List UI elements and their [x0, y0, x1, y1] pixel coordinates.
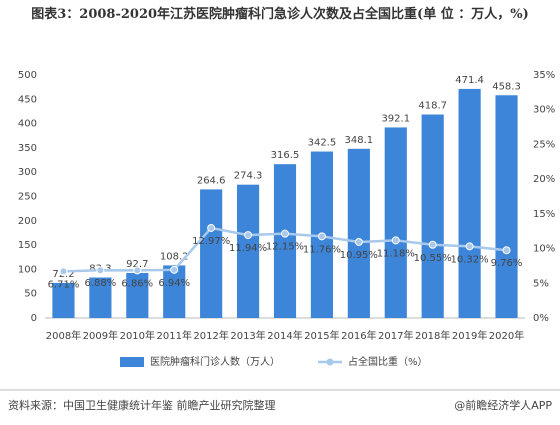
y-tick-label: 200	[18, 216, 37, 227]
source: 资料来源：中国卫生健康统计年鉴 前瞻产业研究院整理	[8, 398, 276, 412]
bar	[384, 127, 407, 319]
line-value-label: 10.55%	[414, 253, 452, 264]
line-value-label: 12.97%	[192, 236, 230, 247]
line-value-label: 6.88%	[84, 278, 116, 289]
bar-value-label: 274.3	[234, 171, 263, 182]
x-tick-label: 2008年	[46, 329, 81, 342]
line-value-label: 11.94%	[229, 243, 267, 254]
x-tick-label: 2020年	[489, 329, 524, 342]
x-tick-label: 2009年	[83, 329, 118, 342]
line-marker	[428, 240, 437, 249]
line-marker	[207, 223, 216, 232]
bar-value-label: 316.5	[271, 150, 300, 161]
bar	[458, 88, 481, 318]
bar	[421, 114, 444, 318]
y-tick-label: 400	[18, 119, 37, 130]
line-value-label: 11.76%	[303, 244, 341, 255]
line-value-label: 6.86%	[121, 278, 153, 289]
bar-value-label: 342.5	[308, 138, 337, 149]
y2-tick-label: 20%	[533, 174, 555, 185]
x-tick-label: 2014年	[267, 329, 302, 342]
legend-label: 占全国比重（%）	[348, 355, 428, 368]
line-value-label: 9.76%	[491, 258, 523, 269]
line-value-label: 12.15%	[266, 242, 304, 253]
y-tick-label: 300	[18, 167, 37, 178]
line-marker	[59, 267, 68, 276]
y-tick-label: 100	[18, 264, 37, 275]
bar	[163, 265, 186, 318]
y-tick-label: 0	[31, 313, 37, 324]
x-tick-label: 2010年	[120, 329, 155, 342]
y-tick-label: 150	[18, 240, 37, 251]
line-marker	[354, 237, 363, 246]
bar	[273, 164, 297, 318]
line-marker	[317, 232, 326, 241]
x-tick-label: 2015年	[304, 329, 339, 342]
bar-value-label: 92.7	[126, 259, 148, 270]
x-tick-label: 2018年	[415, 329, 450, 342]
y-tick-label: 500	[18, 70, 37, 81]
y2-tick-label: 25%	[533, 139, 555, 150]
bar-value-label: 418.7	[418, 101, 447, 112]
x-tick-label: 2019年	[452, 329, 487, 342]
line-marker	[281, 229, 289, 238]
line-marker	[391, 236, 400, 245]
bar-value-label: 264.6	[197, 175, 226, 186]
y2-tick-label: 35%	[533, 70, 555, 81]
bar	[52, 282, 75, 318]
y2-tick-label: 5%	[533, 278, 549, 289]
x-tick-label: 2013年	[230, 329, 265, 342]
line-value-label: 6.71%	[48, 279, 80, 290]
line-value-label: 10.32%	[451, 254, 489, 265]
bar-value-label: 108.2	[160, 251, 189, 262]
line-marker	[170, 265, 179, 274]
y2-tick-label: 10%	[533, 244, 555, 255]
legend-label: 医院肿瘤科门诊人数（万人）	[150, 355, 280, 368]
line-value-label: 11.18%	[377, 248, 415, 259]
y2-tick-label: 30%	[533, 105, 555, 116]
x-tick-label: 2011年	[157, 329, 192, 342]
bar	[89, 277, 112, 318]
line-value-label: 10.95%	[340, 250, 378, 261]
bar-value-label: 458.3	[492, 81, 521, 92]
x-tick-label: 2017年	[378, 329, 413, 342]
x-tick-label: 2016年	[341, 329, 376, 342]
line-marker	[244, 231, 253, 240]
line-value-label: 6.94%	[158, 278, 190, 289]
credit: @前瞻经济学人APP	[454, 398, 552, 412]
y-tick-label: 350	[18, 143, 37, 154]
y2-tick-label: 15%	[533, 209, 555, 220]
line-marker	[133, 266, 142, 275]
bar	[200, 189, 223, 318]
bar	[126, 272, 149, 318]
bar-value-label: 348.1	[345, 135, 374, 146]
bar-value-label: 471.4	[455, 75, 484, 86]
bar	[495, 95, 518, 318]
legend-swatch	[326, 358, 334, 366]
x-tick-label: 2012年	[193, 329, 228, 342]
bar-value-label: 392.1	[381, 113, 410, 124]
line-marker	[502, 246, 511, 255]
line-marker	[96, 266, 105, 275]
bar	[237, 184, 260, 318]
y2-tick-label: 0%	[533, 313, 549, 324]
chart-title: 图表3：2008-2020年江苏医院肿瘤科门急诊人次数及占全国比重(单 位 ：万…	[31, 7, 529, 22]
y-tick-label: 450	[18, 94, 37, 105]
y-tick-label: 250	[18, 192, 37, 203]
bar	[347, 148, 370, 318]
y-tick-label: 50	[24, 289, 37, 300]
legend-swatch	[120, 357, 144, 367]
line-marker	[465, 242, 474, 251]
